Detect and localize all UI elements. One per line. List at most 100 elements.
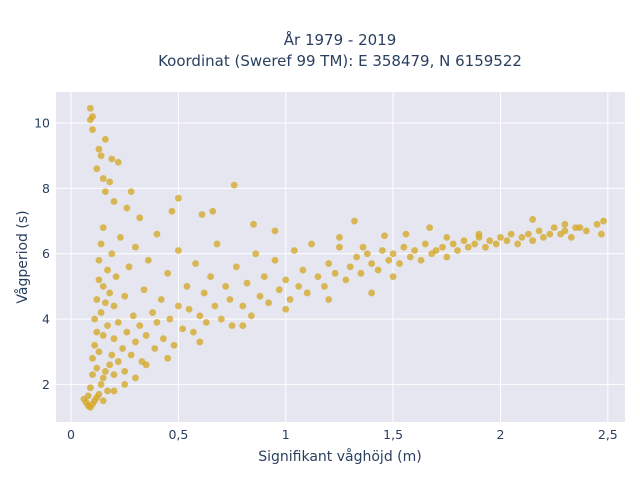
scatter-point (132, 338, 139, 346)
scatter-point (84, 392, 92, 400)
scatter-point (153, 230, 161, 238)
scatter-point (106, 178, 114, 186)
scatter-point (117, 233, 124, 241)
scatter-point (368, 289, 376, 297)
scatter-point (529, 216, 537, 223)
scatter-point (119, 345, 126, 352)
scatter-point (93, 328, 101, 336)
scatter-point (381, 232, 388, 240)
scatter-point (314, 273, 322, 281)
scatter-point (385, 256, 393, 264)
scatter-point (125, 263, 133, 271)
scatter-point (295, 283, 303, 290)
scatter-point (482, 243, 489, 251)
scatter-point (121, 292, 129, 300)
scatter-point (144, 256, 152, 264)
scatter-point (439, 243, 446, 251)
y-tick-label: 6 (42, 246, 50, 261)
scatter-point (411, 247, 418, 254)
scatter-point (256, 292, 264, 300)
scatter-point (123, 328, 131, 336)
scatter-point (432, 247, 440, 254)
scatter-point (320, 283, 328, 290)
scatter-point (357, 269, 365, 277)
scatter-point (308, 240, 315, 248)
scatter-point (464, 243, 472, 251)
scatter-point (353, 253, 361, 261)
scatter-point (211, 302, 219, 310)
scatter-point (217, 315, 225, 323)
scatter-point (239, 322, 247, 330)
scatter-point (378, 247, 386, 254)
scatter-point (106, 289, 114, 297)
scatter-point (421, 240, 429, 248)
scatter-point (443, 253, 451, 261)
scatter-point (127, 188, 135, 196)
scatter-point (101, 135, 109, 143)
scatter-point (582, 227, 590, 235)
scatter-point (97, 152, 105, 160)
chart-title-line2: Koordinat (Sweref 99 TM): E 358479, N 61… (158, 52, 522, 70)
scatter-point (99, 283, 107, 290)
scatter-point (183, 283, 191, 290)
scatter-point (228, 322, 236, 330)
x-tick-label: 2 (496, 427, 504, 442)
scatter-point (351, 217, 358, 225)
scatter-point (417, 256, 425, 264)
scatter-point (114, 358, 122, 365)
x-tick-label: 0,5 (168, 427, 188, 442)
scatter-point (196, 312, 204, 320)
scatter-point (396, 260, 403, 267)
scatter-point (561, 227, 569, 235)
scatter-point (104, 387, 111, 395)
scatter-point (95, 276, 103, 284)
scatter-point (290, 247, 298, 254)
scatter-point (497, 233, 504, 241)
scatter-point (271, 256, 279, 264)
scatter-point (454, 247, 461, 254)
scatter-point (149, 309, 157, 316)
scatter-point (132, 374, 139, 382)
scatter-point (243, 279, 251, 287)
scatter-point (460, 237, 468, 245)
scatter-point (164, 354, 172, 362)
scatter-point (104, 322, 111, 330)
scatter-point (389, 250, 397, 258)
y-tick-label: 2 (42, 377, 50, 392)
scatter-point (213, 240, 221, 248)
scatter-point (503, 237, 511, 245)
scatter-point (106, 361, 114, 369)
scatter-point (368, 260, 376, 267)
scatter-point (252, 250, 260, 258)
scatter-point (101, 299, 109, 307)
scatter-point (93, 364, 101, 372)
scatter-point (91, 341, 99, 349)
scatter-point (359, 243, 367, 251)
scatter-point (166, 315, 174, 323)
scatter-point (226, 296, 234, 303)
chart-title-line1: År 1979 - 2019 (284, 30, 397, 49)
plot-background (56, 92, 625, 422)
scatter-point (95, 348, 103, 356)
scatter-point (140, 286, 148, 294)
scatter-point (123, 204, 131, 212)
scatter-point (185, 305, 193, 313)
x-tick-label: 1,5 (383, 427, 403, 442)
scatter-point (196, 338, 204, 346)
y-axis-title: Vågperiod (s) (14, 210, 31, 303)
scatter-point (230, 181, 238, 189)
scatter-point (179, 325, 187, 333)
scatter-point (325, 296, 333, 303)
scatter-point (95, 390, 103, 398)
scatter-point (402, 230, 410, 238)
scatter-point (529, 237, 537, 245)
scatter-point (486, 237, 494, 245)
scatter-point (540, 233, 547, 241)
scatter-point (86, 104, 94, 112)
scatter-point (198, 211, 206, 218)
scatter-point (202, 318, 210, 326)
scatter-point (275, 286, 283, 294)
scatter-point (174, 194, 182, 202)
scatter-point (97, 240, 105, 248)
scatter-point (136, 322, 144, 330)
